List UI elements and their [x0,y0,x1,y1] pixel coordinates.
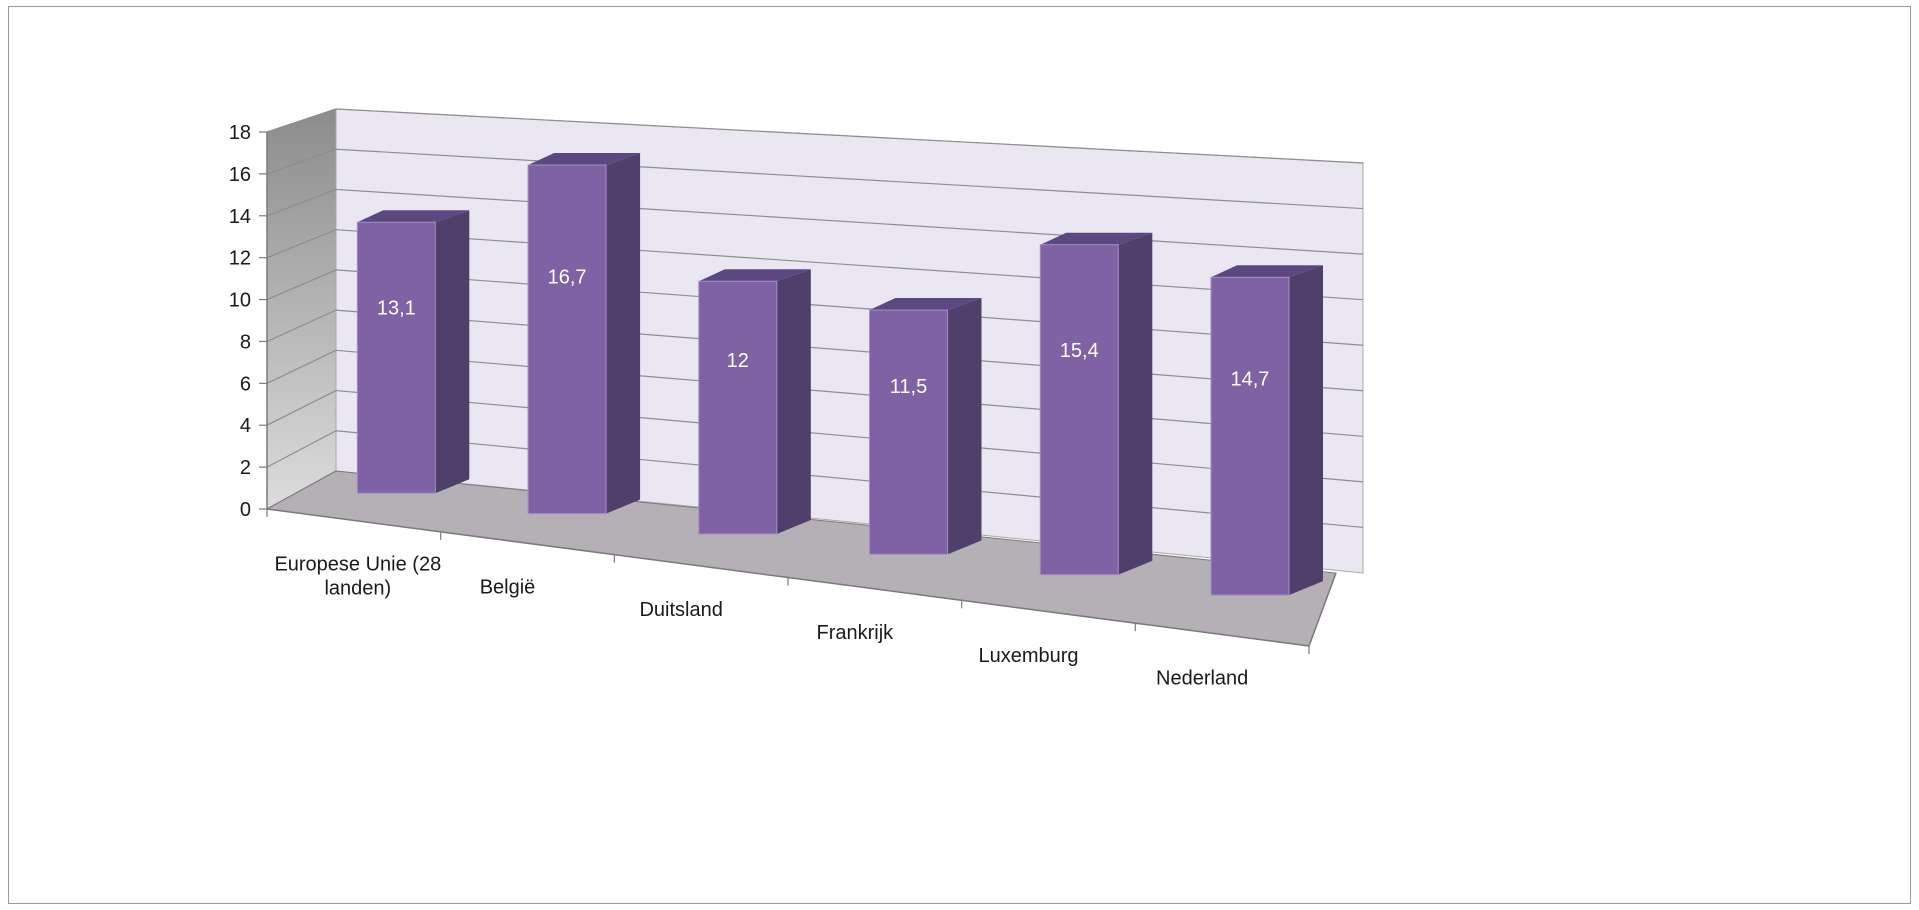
bar-top [528,153,641,165]
gridline [335,188,1364,255]
bar-front [698,280,778,535]
bar-side [606,153,641,514]
bar [1039,232,1153,576]
gridline [266,390,337,426]
gridline [266,349,337,384]
gridline [266,188,337,217]
bar-side [435,210,470,494]
bar [527,153,641,515]
gridline [266,269,337,301]
bar-top [1211,265,1323,278]
y-tick-label: 0 [240,499,251,521]
y-tick-label: 8 [240,331,251,353]
y-tick-label: 12 [229,248,251,270]
bar-side [1118,232,1153,575]
data-label: 12 [727,350,749,372]
gridline [266,108,337,133]
bar-top [357,210,470,223]
gridline [266,229,337,259]
bar-top [698,269,811,282]
x-tick-label: Nederland [1156,668,1248,690]
y-tick-label: 14 [229,206,251,228]
x-tick-label: Duitsland [639,599,722,621]
gridline [266,148,337,175]
bar-side [947,298,982,555]
data-label: 15,4 [1060,340,1099,362]
gridline [266,430,337,468]
data-label: 14,7 [1231,368,1270,390]
data-label: 16,7 [548,267,587,289]
bar [1210,265,1323,596]
x-tick-label: België [480,576,536,598]
bar-side [776,269,811,534]
gridline [335,430,1364,529]
chart-area: 0 2 4 6 8 10 12 14 16 18 13,1 Europese Unie (28 lan… [8,6,1911,904]
bar [698,269,811,535]
x-tick-label: Luxemburg [978,645,1078,667]
y-tick-label: 16 [229,164,251,186]
gridline [335,148,1364,210]
bar-top [1040,232,1153,245]
y-tick-label: 10 [229,290,251,312]
bar-front [1210,276,1290,596]
gridline [335,309,1364,392]
bar-front [356,221,436,494]
y-tick-label: 6 [240,373,251,395]
data-label: 11,5 [890,376,927,398]
gridline [335,269,1364,346]
gridline [335,229,1364,301]
floor-edge [1308,572,1337,647]
x-tick-label: Europese Unie (28 landen) [274,553,441,599]
gridline [266,309,337,342]
x-tick-label: Frankrijk [816,622,894,644]
gridline [335,108,1364,164]
bar-front [527,164,607,515]
bar-chart-3d: 0 2 4 6 8 10 12 14 16 18 13,1 Europese Unie (28 lan… [229,108,1364,690]
bar [869,298,982,555]
y-tick-label: 2 [240,457,251,479]
y-tick-label: 18 [229,122,251,144]
y-tick-label: 4 [240,415,251,437]
bar-top [869,298,982,310]
bar-front [869,309,949,555]
bar-front [1039,244,1119,576]
bar-side [1289,265,1323,596]
gridline [335,389,1364,483]
gridline [335,349,1364,437]
bar [356,210,470,494]
data-label: 13,1 [377,297,416,319]
